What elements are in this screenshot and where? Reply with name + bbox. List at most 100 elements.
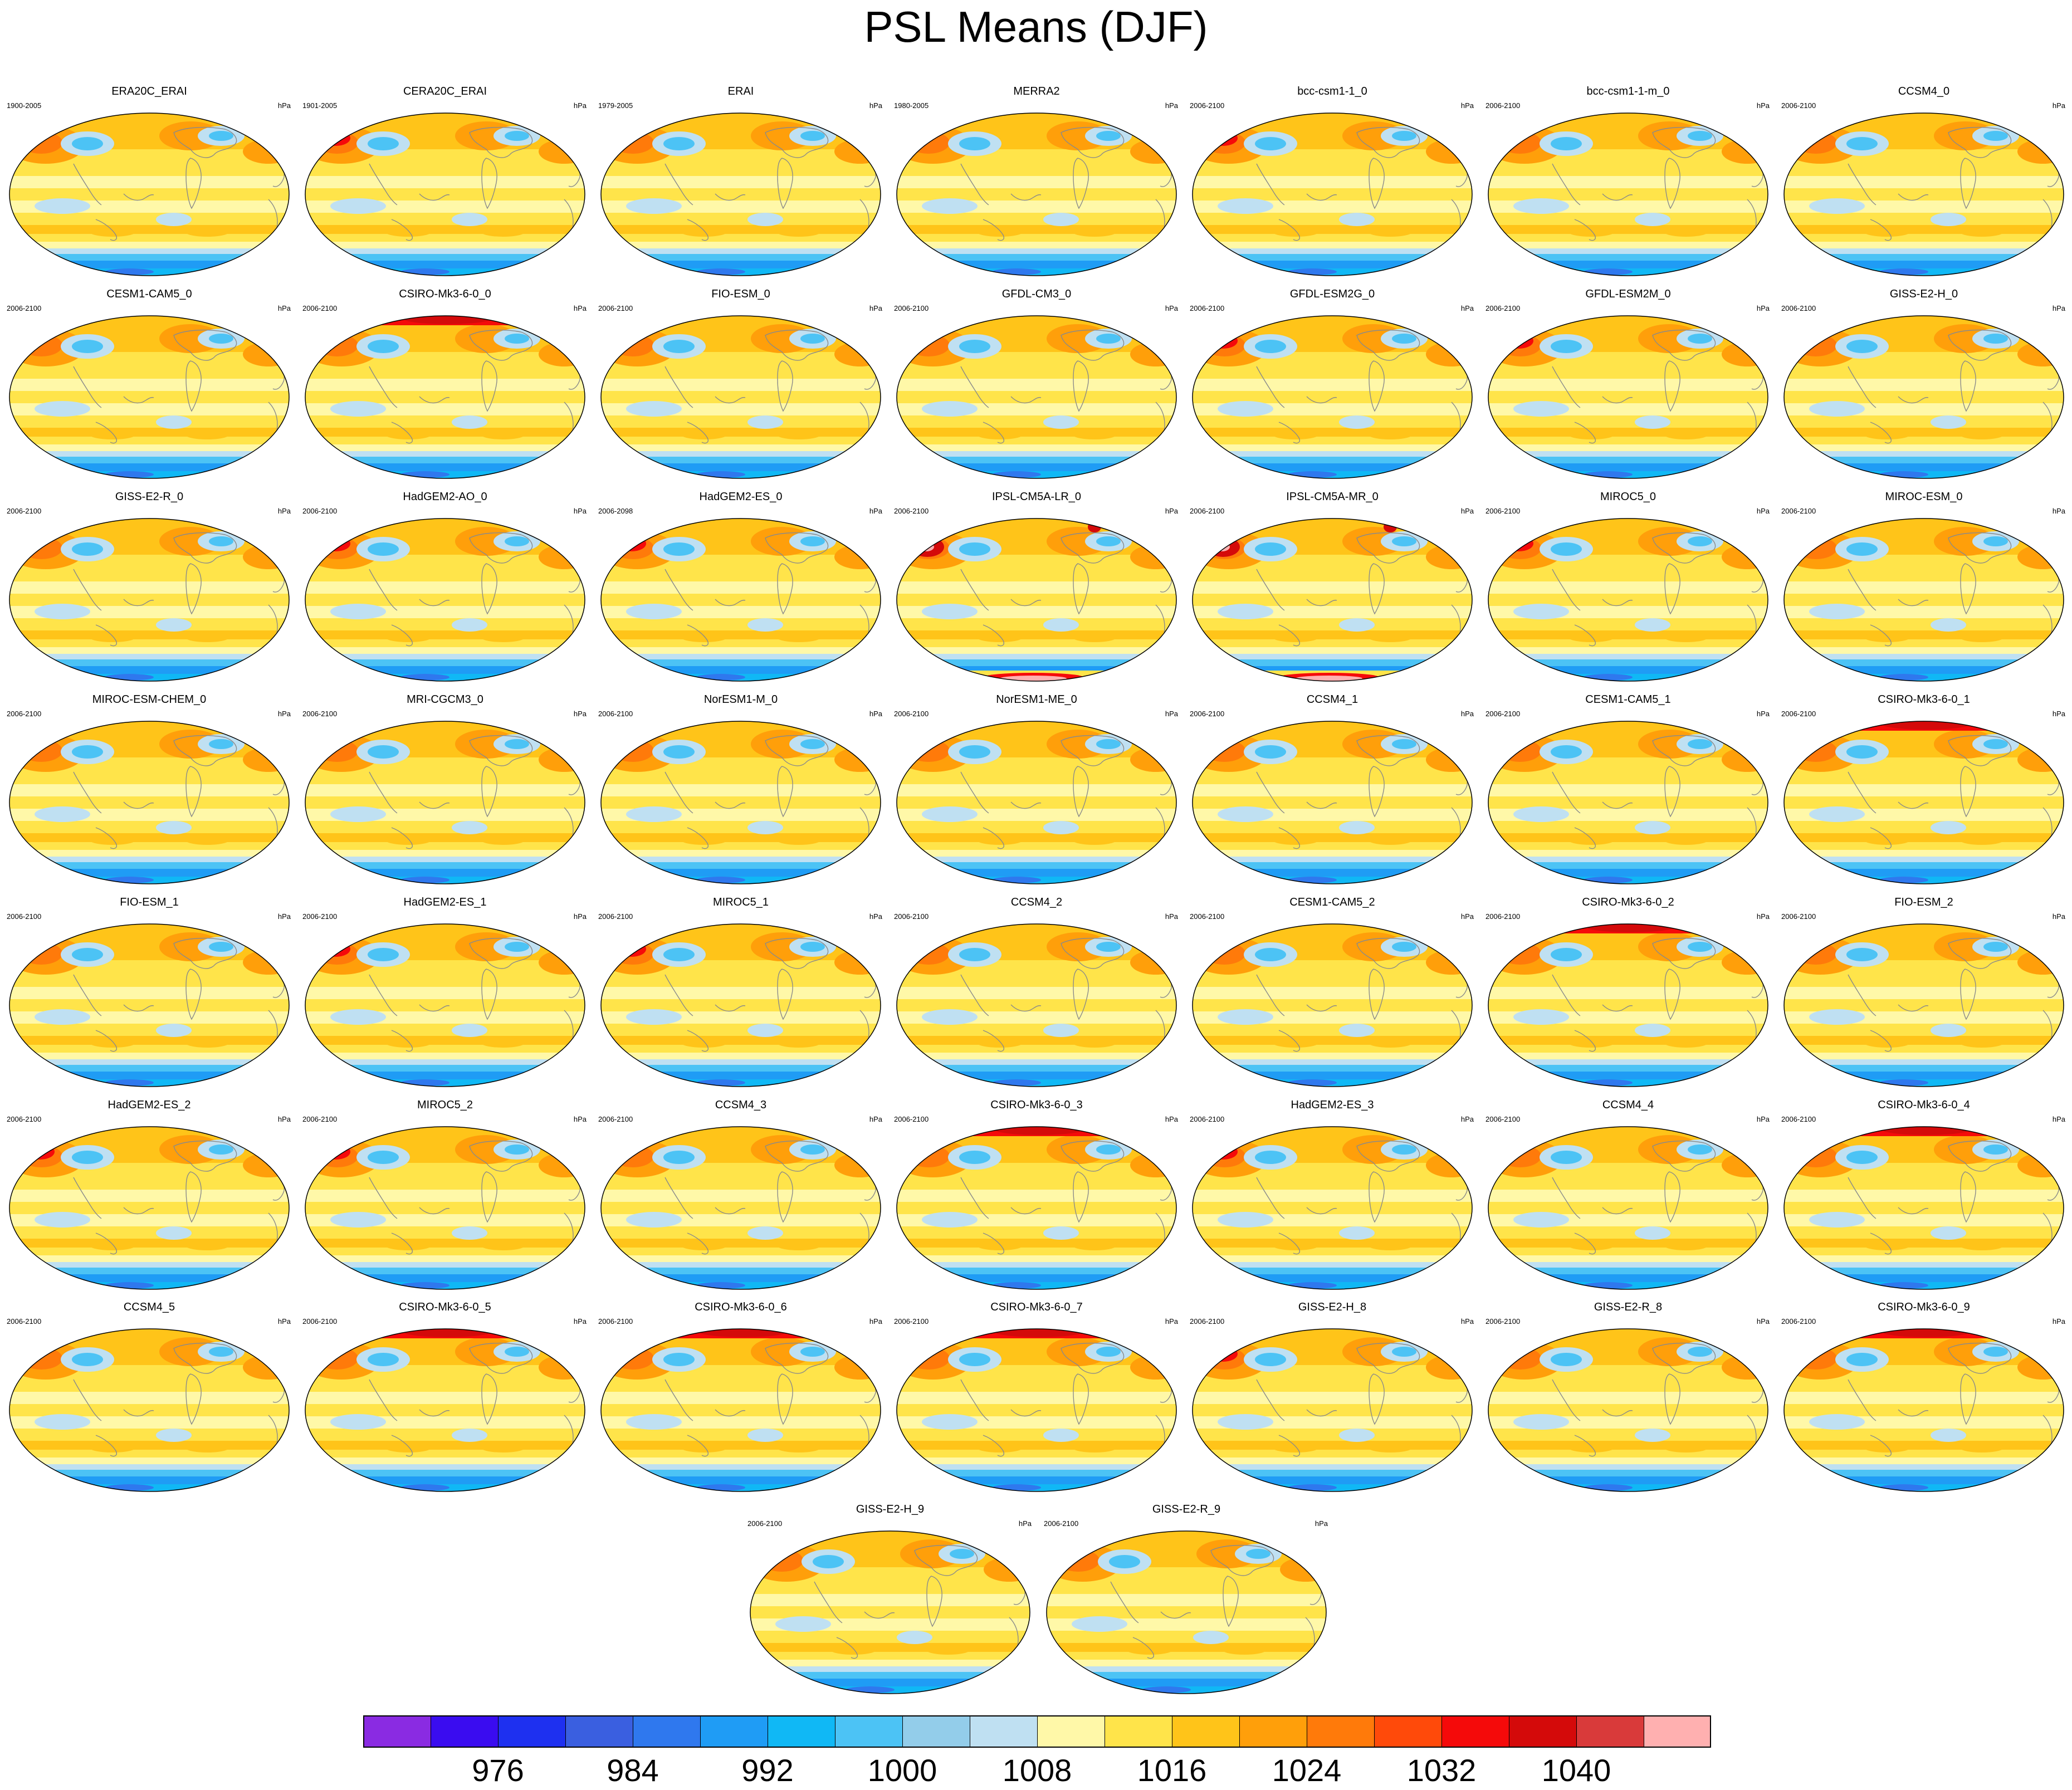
map-panel: ERAI 1979-2005 hPa <box>595 85 887 283</box>
panel-unit: hPa <box>2052 1115 2065 1123</box>
psl-map <box>896 721 1177 884</box>
panel-unit: hPa <box>1756 1115 1770 1123</box>
psl-map <box>750 1530 1030 1694</box>
panel-title: CCSM4_2 <box>1010 896 1063 908</box>
psl-map <box>9 113 290 276</box>
panel-title: GFDL-ESM2G_0 <box>1289 288 1375 300</box>
panel-unit: hPa <box>1165 304 1178 312</box>
psl-map <box>1192 113 1473 276</box>
panel-unit: hPa <box>1460 507 1474 515</box>
colorbar-swatch <box>1239 1715 1307 1748</box>
map-panel: CSIRO-Mk3-6-0_2 2006-2100 hPa <box>1482 896 1774 1094</box>
map-panel: CERA20C_ERAI 1901-2005 hPa <box>299 85 591 283</box>
panel-unit: hPa <box>2052 507 2065 515</box>
panel-unit: hPa <box>1314 1519 1328 1528</box>
psl-map <box>1488 721 1768 884</box>
colorbar-swatch <box>1037 1715 1105 1748</box>
map-panel: CSIRO-Mk3-6-0_4 2006-2100 hPa <box>1778 1098 2070 1297</box>
psl-map <box>600 518 881 682</box>
panel-title: ERAI <box>727 85 754 97</box>
map-panel: MIROC5_1 2006-2100 hPa <box>595 896 887 1094</box>
panel-years: 2006-2100 <box>598 1115 633 1123</box>
panel-years: 2006-2100 <box>1485 1115 1521 1123</box>
panel-unit: hPa <box>1460 1317 1474 1326</box>
psl-map <box>1488 1126 1768 1290</box>
colorbar-swatch <box>363 1715 431 1748</box>
panel-unit: hPa <box>1165 507 1178 515</box>
panel-unit: hPa <box>573 1317 587 1326</box>
colorbar-swatch <box>1172 1715 1239 1748</box>
psl-map <box>1192 1328 1473 1492</box>
panel-years: 2006-2100 <box>1781 507 1816 515</box>
panel-unit: hPa <box>1756 710 1770 718</box>
panel-years: 2006-2100 <box>1485 912 1521 921</box>
panel-title: HadGEM2-ES_0 <box>699 491 783 503</box>
panel-years: 2006-2100 <box>894 912 929 921</box>
colorbar-swatch <box>633 1715 700 1748</box>
panel-title: CSIRO-Mk3-6-0_4 <box>1878 1099 1970 1111</box>
panel-years: 1900-2005 <box>7 101 42 110</box>
panel-unit: hPa <box>869 101 882 110</box>
psl-map <box>9 721 290 884</box>
panel-unit: hPa <box>277 507 291 515</box>
map-panel: CSIRO-Mk3-6-0_0 2006-2100 hPa <box>299 287 591 486</box>
panel-years: 2006-2100 <box>1190 304 1225 312</box>
map-panel: FIO-ESM_1 2006-2100 hPa <box>3 896 295 1094</box>
colorbar-tick-label: 1016 <box>1137 1753 1207 1788</box>
panel-title: NorESM1-ME_0 <box>996 693 1077 706</box>
figure-title: PSL Means (DJF) <box>864 2 1208 51</box>
map-panel: HadGEM2-ES_3 2006-2100 hPa <box>1186 1098 1478 1297</box>
psl-map <box>1783 721 2064 884</box>
panel-title: CSIRO-Mk3-6-0_0 <box>399 288 491 300</box>
panel-title: GISS-E2-R_9 <box>1152 1503 1221 1515</box>
colorbar-swatch <box>700 1715 768 1748</box>
map-panel: FIO-ESM_2 2006-2100 hPa <box>1778 896 2070 1094</box>
colorbar-swatch <box>1441 1715 1509 1748</box>
map-panel: IPSL-CM5A-LR_0 2006-2100 hPa <box>891 490 1182 688</box>
colorbar-swatch <box>1105 1715 1172 1748</box>
panel-title: GISS-E2-R_8 <box>1594 1301 1663 1313</box>
panel-title: GISS-E2-H_9 <box>856 1503 925 1515</box>
panel-title: CSIRO-Mk3-6-0_2 <box>1582 896 1674 908</box>
colorbar-swatch <box>565 1715 633 1748</box>
panel-years: 2006-2100 <box>1781 304 1816 312</box>
map-panel: MIROC5_2 2006-2100 hPa <box>299 1098 591 1297</box>
panel-title: FIO-ESM_0 <box>711 288 770 300</box>
panel-years: 2006-2100 <box>7 912 42 921</box>
panel-unit: hPa <box>2052 912 2065 921</box>
panel-unit: hPa <box>573 1115 587 1123</box>
psl-map <box>305 1328 585 1492</box>
map-panel: GISS-E2-H_8 2006-2100 hPa <box>1186 1300 1478 1499</box>
panel-unit: hPa <box>869 912 882 921</box>
psl-map <box>9 1126 290 1290</box>
psl-map <box>305 721 585 884</box>
panel-years: 2006-2100 <box>1190 101 1225 110</box>
panel-title: NorESM1-M_0 <box>703 693 778 706</box>
map-panel: GISS-E2-R_0 2006-2100 hPa <box>3 490 295 688</box>
map-panel: GISS-E2-R_8 2006-2100 hPa <box>1482 1300 1774 1499</box>
psl-map <box>896 518 1177 682</box>
map-panel: GISS-E2-R_9 2006-2100 hPa <box>1040 1503 1332 1701</box>
map-panel: MIROC-ESM-CHEM_0 2006-2100 hPa <box>3 693 295 891</box>
colorbar-swatch <box>768 1715 835 1748</box>
panel-unit: hPa <box>277 710 291 718</box>
map-panel: ERA20C_ERAI 1900-2005 hPa <box>3 85 295 283</box>
map-panel: CCSM4_5 2006-2100 hPa <box>3 1300 295 1499</box>
panel-years: 2006-2100 <box>1781 912 1816 921</box>
panel-title: CSIRO-Mk3-6-0_7 <box>990 1301 1083 1313</box>
panel-unit: hPa <box>277 912 291 921</box>
map-panel: NorESM1-ME_0 2006-2100 hPa <box>891 693 1182 891</box>
map-panel: HadGEM2-ES_1 2006-2100 hPa <box>299 896 591 1094</box>
panel-unit: hPa <box>573 710 587 718</box>
panel-title: MIROC5_0 <box>1600 491 1656 503</box>
colorbar-swatch <box>1576 1715 1644 1748</box>
psl-map <box>1488 518 1768 682</box>
panel-title: CESM1-CAM5_2 <box>1289 896 1375 908</box>
map-panel: CCSM4_1 2006-2100 hPa <box>1186 693 1478 891</box>
panel-years: 2006-2100 <box>894 710 929 718</box>
panel-years: 2006-2100 <box>1781 710 1816 718</box>
panel-title: IPSL-CM5A-LR_0 <box>991 491 1082 503</box>
panel-years: 2006-2100 <box>302 912 338 921</box>
panel-years: 2006-2100 <box>1485 1317 1521 1326</box>
panel-unit: hPa <box>277 304 291 312</box>
